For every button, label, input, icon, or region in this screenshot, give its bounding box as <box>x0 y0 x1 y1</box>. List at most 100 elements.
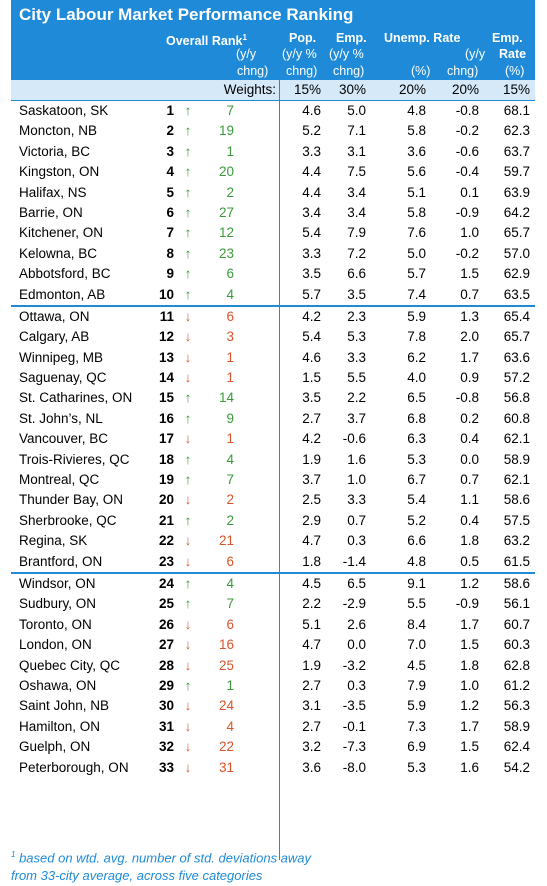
rank-change: 1 <box>226 143 234 159</box>
emp-rate-value: 62.3 <box>503 123 530 139</box>
emp-rate-value: 56.1 <box>503 596 530 612</box>
rank-value: 9 <box>166 266 174 282</box>
arrow-down-icon: ↓ <box>184 637 192 653</box>
rank-value: 7 <box>166 225 174 241</box>
rank-value: 33 <box>158 759 174 775</box>
pop-value: 5.7 <box>302 286 321 302</box>
table-row: Abbotsford, BC 9 ↑ 6 3.5 6.6 5.7 1.5 62.9 <box>11 264 535 284</box>
arrow-up-icon: ↑ <box>184 472 192 488</box>
pop-value: 4.4 <box>302 184 321 200</box>
unemp-value: 7.8 <box>407 329 426 345</box>
emp-rate-value: 54.2 <box>503 759 530 775</box>
emp-rate-value: 65.7 <box>503 329 530 345</box>
unemp-chg-value: 1.3 <box>460 308 479 324</box>
city-name: Kelowna, BC <box>19 245 98 261</box>
emp-value: 3.1 <box>347 143 366 159</box>
pop-value: 3.5 <box>302 390 321 406</box>
unemp-chg-value: -0.9 <box>455 204 479 220</box>
city-name: London, ON <box>19 637 92 653</box>
city-name: Victoria, BC <box>19 143 91 159</box>
pop-value: 4.2 <box>302 431 321 447</box>
arrow-up-icon: ↑ <box>184 266 192 282</box>
emp-value: 2.6 <box>347 616 366 632</box>
table-title: City Labour Market Performance Ranking <box>11 0 535 30</box>
header-emp-rate: Emp. <box>492 31 523 45</box>
rank-value: 31 <box>158 718 174 734</box>
emp-rate-value: 62.8 <box>503 657 530 673</box>
rank-value: 2 <box>166 123 174 139</box>
rank-change: 14 <box>218 390 234 406</box>
rank-change: 4 <box>226 575 234 591</box>
emp-rate-value: 58.9 <box>503 451 530 467</box>
unemp-chg-value: 1.7 <box>460 616 479 632</box>
emp-rate-value: 61.5 <box>503 553 530 569</box>
rank-value: 13 <box>158 349 174 365</box>
table-row: Regina, SK 22 ↓ 21 4.7 0.3 6.6 1.8 63.2 <box>11 531 535 551</box>
arrow-down-icon: ↓ <box>184 759 192 775</box>
rank-value: 10 <box>158 286 174 302</box>
table-row: Montreal, QC 19 ↑ 7 3.7 1.0 6.7 0.7 62.1 <box>11 470 535 490</box>
emp-value: 5.0 <box>347 103 366 118</box>
rank-value: 25 <box>158 596 174 612</box>
pop-value: 1.9 <box>302 451 321 467</box>
rank-value: 14 <box>158 370 174 386</box>
city-name: Quebec City, QC <box>19 657 121 673</box>
table-row: St. Catharines, ON 15 ↑ 14 3.5 2.2 6.5 -0.8 56.8 <box>11 388 535 408</box>
rank-value: 30 <box>158 698 174 714</box>
arrow-up-icon: ↑ <box>184 390 192 406</box>
emp-rate-value: 60.3 <box>503 637 530 653</box>
rank-value: 11 <box>159 308 174 324</box>
unemp-value: 7.0 <box>407 637 426 653</box>
city-name: Kingston, ON <box>19 164 100 180</box>
unemp-value: 5.2 <box>407 512 426 528</box>
table-row: Kitchener, ON 7 ↑ 12 5.4 7.9 7.6 1.0 65.7 <box>11 223 535 243</box>
city-name: Moncton, NB <box>19 123 98 139</box>
rank-change: 31 <box>218 759 234 775</box>
table-row: Halifax, NS 5 ↑ 2 4.4 3.4 5.1 0.1 63.9 <box>11 183 535 203</box>
pop-value: 2.5 <box>302 492 321 508</box>
rank-value: 12 <box>158 329 174 345</box>
arrow-up-icon: ↑ <box>184 596 192 612</box>
arrow-up-icon: ↑ <box>184 123 192 139</box>
unemp-chg-value: 1.5 <box>460 266 479 282</box>
emp-rate-value: 62.9 <box>503 266 530 282</box>
rank-value: 5 <box>166 184 174 200</box>
unemp-value: 5.1 <box>407 184 426 200</box>
city-name: Sudbury, ON <box>19 596 97 612</box>
table-body: Saskatoon, SK 1 ↑ 7 4.6 5.0 4.8 -0.8 68.1 Moncton… <box>11 101 535 778</box>
city-name: St. Catharines, ON <box>19 390 133 406</box>
rank-value: 3 <box>166 143 174 159</box>
emp-value: 7.2 <box>347 245 366 261</box>
arrow-up-icon: ↑ <box>184 164 192 180</box>
arrow-up-icon: ↑ <box>184 410 192 426</box>
table-row: Peterborough, ON 33 ↓ 31 3.6 -8.0 5.3 1.6 54.2 <box>11 758 535 778</box>
table-row: Winnipeg, MB 13 ↓ 1 4.6 3.3 6.2 1.7 63.6 <box>11 348 535 368</box>
city-name: Brantford, ON <box>19 553 103 569</box>
rank-value: 15 <box>158 390 174 406</box>
table-row: Hamilton, ON 31 ↓ 4 2.7 -0.1 7.3 1.7 58.9 <box>11 717 535 737</box>
unemp-chg-value: -0.4 <box>455 164 479 180</box>
footnote: 1 based on wtd. avg. number of std. devi… <box>11 846 535 885</box>
table-row: Guelph, ON 32 ↓ 22 3.2 -7.3 6.9 1.5 62.4 <box>11 737 535 757</box>
rank-change: 21 <box>218 533 234 549</box>
emp-rate-value: 63.7 <box>503 143 530 159</box>
pop-value: 2.7 <box>302 718 321 734</box>
unemp-chg-value: 1.7 <box>460 349 479 365</box>
emp-value: 2.3 <box>347 308 366 324</box>
rank-change: 7 <box>226 596 234 612</box>
table-row: Kingston, ON 4 ↑ 20 4.4 7.5 5.6 -0.4 59.7 <box>11 162 535 182</box>
unemp-chg-value: 1.0 <box>460 225 479 241</box>
city-name: Peterborough, ON <box>19 759 129 775</box>
emp-rate-value: 58.6 <box>503 575 530 591</box>
city-name: Regina, SK <box>19 533 88 549</box>
arrow-down-icon: ↓ <box>184 698 192 714</box>
pop-value: 2.7 <box>302 677 321 693</box>
emp-rate-value: 62.1 <box>503 472 530 488</box>
arrow-down-icon: ↓ <box>184 431 192 447</box>
unemp-chg-value: -0.2 <box>455 245 479 261</box>
unemp-value: 5.8 <box>407 123 426 139</box>
emp-value: -3.5 <box>342 698 366 714</box>
emp-rate-value: 58.9 <box>503 718 530 734</box>
city-name: Trois-Rivieres, QC <box>19 451 130 467</box>
pop-value: 3.3 <box>302 143 321 159</box>
